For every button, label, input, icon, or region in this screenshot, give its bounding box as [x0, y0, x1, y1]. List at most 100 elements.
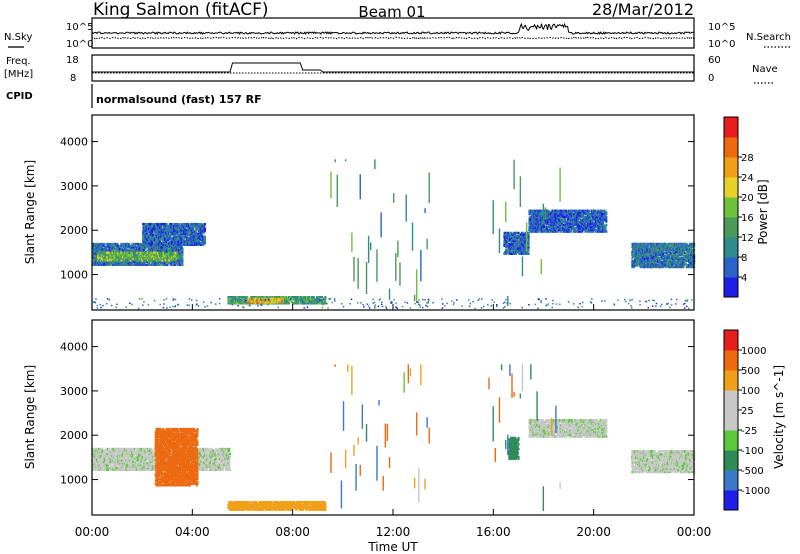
power-cell: [521, 231, 524, 235]
power-cell: [148, 229, 151, 232]
power-cell: [115, 246, 118, 249]
power-cell: [155, 243, 158, 247]
power-cell: [518, 241, 521, 244]
power-cell: [178, 253, 181, 257]
power-cell: [545, 219, 548, 222]
power-cell: [204, 235, 207, 239]
power-point: [303, 303, 305, 305]
power-cell: [166, 259, 169, 262]
power-cell: [312, 295, 315, 299]
power-cell: [143, 261, 146, 265]
power-cell: [160, 224, 163, 228]
power-cell: [151, 251, 154, 255]
power-cell: [573, 214, 576, 217]
power-cell: [673, 245, 676, 249]
power-point: [204, 306, 206, 308]
power-cell: [643, 248, 646, 252]
power-cell: [514, 241, 517, 244]
power-cell: [523, 252, 526, 255]
power-cell: [129, 247, 132, 251]
power-cell: [151, 247, 154, 251]
power-cell: [648, 262, 651, 266]
power-cell: [134, 249, 137, 252]
power-cell: [639, 265, 642, 269]
power-point: [452, 303, 455, 306]
power-point: [623, 298, 626, 301]
power-cell: [643, 258, 646, 261]
power-cell: [509, 234, 512, 238]
power-cell: [653, 265, 656, 269]
power-cell: [164, 230, 167, 234]
power-cell: [158, 263, 161, 266]
power-cell: [155, 254, 158, 258]
power-cell: [173, 256, 176, 259]
power-cell: [202, 229, 205, 232]
power-point: [648, 299, 650, 302]
power-cell: [101, 246, 104, 249]
power-cell: [164, 256, 167, 259]
power-cell: [521, 238, 524, 241]
power-cell: [546, 222, 549, 225]
power-cell: [511, 234, 514, 238]
freq-series: [92, 62, 694, 74]
power-cell: [566, 225, 569, 228]
power-cell: [149, 249, 152, 252]
power-cell: [591, 228, 594, 232]
power-cell: [678, 258, 681, 261]
power-streak: [424, 208, 426, 214]
power-point: [131, 303, 133, 306]
power-cell: [554, 214, 557, 217]
power-cell: [648, 253, 651, 256]
power-cell: [640, 256, 643, 260]
power-cell: [631, 250, 634, 253]
power-cell: [640, 247, 643, 250]
power-cell: [204, 222, 207, 226]
power-cell: [517, 244, 520, 247]
power-cell: [691, 245, 694, 249]
power-point: [604, 300, 606, 302]
power-point: [331, 301, 333, 304]
nave-label: Nave: [752, 64, 778, 75]
power-cell: [173, 263, 176, 266]
power-cell: [95, 263, 98, 266]
power-cell: [160, 227, 163, 231]
power-cell: [274, 297, 277, 301]
power-cell: [165, 226, 168, 229]
power-cell: [599, 214, 602, 217]
power-cell: [632, 250, 635, 253]
power-cell: [510, 231, 513, 235]
power-cell: [108, 257, 111, 261]
power-cell: [683, 258, 686, 261]
power-cell: [317, 297, 320, 301]
power-cell: [174, 251, 177, 255]
power-cell: [664, 256, 667, 260]
power-cell: [203, 230, 206, 234]
power-cell: [170, 229, 173, 232]
power-point: [115, 306, 117, 309]
power-cell: [522, 241, 525, 244]
power-cell: [313, 297, 316, 301]
power-cell: [131, 254, 134, 258]
power-point: [92, 301, 95, 303]
power-cell: [168, 240, 171, 243]
power-cell: [178, 260, 181, 263]
power-cell: [591, 217, 594, 221]
power-cell: [164, 263, 167, 266]
power-cell: [178, 263, 181, 266]
power-cell: [109, 254, 112, 258]
power-cell: [600, 211, 603, 214]
power-streak: [542, 203, 545, 225]
power-cell: [521, 250, 524, 254]
power-cell: [568, 230, 571, 233]
power-cell: [245, 295, 248, 299]
power-cell: [668, 261, 671, 264]
power-cell: [598, 220, 601, 224]
power-cell: [597, 209, 600, 213]
power-cell: [688, 255, 691, 258]
power-cell: [674, 262, 677, 266]
power-cell: [638, 264, 641, 267]
power-cell: [105, 254, 108, 258]
power-cell: [648, 242, 651, 246]
power-cell: [166, 254, 169, 258]
power-cell: [581, 211, 584, 214]
